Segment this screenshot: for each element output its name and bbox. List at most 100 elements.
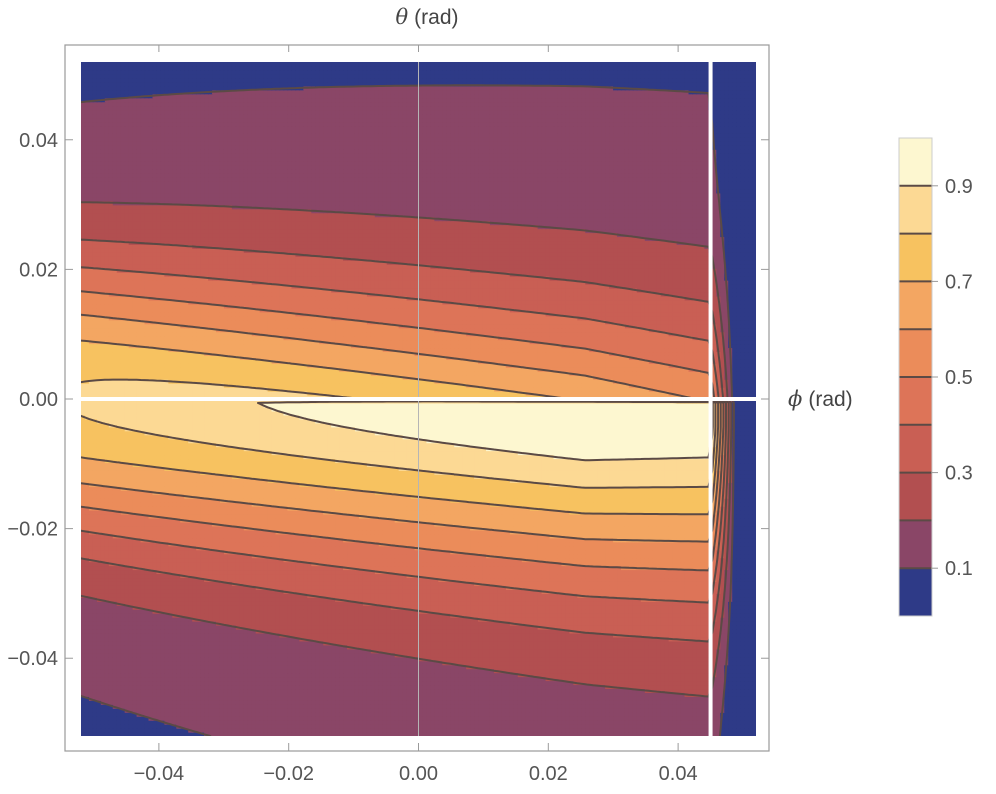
contour-cell xyxy=(168,657,173,662)
contour-cell xyxy=(180,688,185,693)
contour-cell xyxy=(712,728,717,733)
contour-cell xyxy=(498,661,503,666)
contour-cell xyxy=(208,680,213,685)
contour-cell xyxy=(696,633,701,638)
contour-cell xyxy=(498,633,503,638)
contour-cell xyxy=(589,700,594,705)
contour-cell xyxy=(550,692,555,697)
contour-cell xyxy=(561,708,566,713)
contour-cell xyxy=(534,645,539,650)
contour-cell xyxy=(486,677,491,682)
contour-cell xyxy=(577,732,582,737)
contour-cell xyxy=(307,665,312,670)
contour-cell xyxy=(93,645,98,650)
contour-cell xyxy=(303,657,308,662)
contour-cell xyxy=(470,732,475,737)
contour-cell xyxy=(184,637,189,642)
contour-cell xyxy=(474,637,479,642)
contour-cell xyxy=(121,641,126,646)
contour-cell xyxy=(486,684,491,689)
contour-cell xyxy=(220,708,225,713)
contour-cell xyxy=(141,653,146,658)
contour-cell xyxy=(526,716,531,721)
contour-cell xyxy=(657,677,662,682)
contour-cell xyxy=(617,669,622,674)
contour-cell xyxy=(621,712,626,717)
contour-cell xyxy=(589,673,594,678)
contour-cell xyxy=(284,724,289,729)
contour-cell xyxy=(180,669,185,674)
contour-cell xyxy=(546,720,551,725)
contour-cell xyxy=(85,712,90,717)
contour-cell xyxy=(716,688,721,693)
contour-cell xyxy=(554,724,559,729)
contour-cell xyxy=(371,720,376,725)
contour-cell xyxy=(284,645,289,650)
contour-cell xyxy=(692,680,697,685)
contour-cell xyxy=(716,673,721,678)
contour-cell xyxy=(188,704,193,709)
contour-cell xyxy=(168,649,173,654)
contour-cell xyxy=(152,696,157,701)
contour-cell xyxy=(673,661,678,666)
contour-cell xyxy=(518,677,523,682)
contour-cell xyxy=(315,680,320,685)
contour-cell xyxy=(498,680,503,685)
contour-cell xyxy=(240,673,245,678)
contour-cell xyxy=(434,677,439,682)
contour-cell xyxy=(204,641,209,646)
contour-cell xyxy=(629,700,634,705)
contour-cell xyxy=(426,708,431,713)
contour-cell xyxy=(609,669,614,674)
contour-cell xyxy=(605,712,610,717)
contour-cell xyxy=(601,688,606,693)
contour-cell xyxy=(184,649,189,654)
contour-cell xyxy=(363,712,368,717)
contour-cell xyxy=(466,649,471,654)
contour-cell xyxy=(236,716,241,721)
contour-cell xyxy=(605,637,610,642)
contour-cell xyxy=(232,684,237,689)
contour-cell xyxy=(411,641,416,646)
contour-cell xyxy=(240,712,245,717)
contour-cell xyxy=(510,684,515,689)
contour-cell xyxy=(653,700,658,705)
contour-cell xyxy=(422,669,427,674)
contour-cell xyxy=(152,633,157,638)
contour-cell xyxy=(494,665,499,670)
contour-cell xyxy=(561,649,566,654)
contour-cell xyxy=(164,684,169,689)
contour-cell xyxy=(641,716,646,721)
contour-cell xyxy=(430,712,435,717)
contour-cell xyxy=(724,708,729,713)
plot-area xyxy=(65,45,769,751)
contour-cell xyxy=(601,692,606,697)
contour-cell xyxy=(601,720,606,725)
contour-cell xyxy=(307,653,312,658)
contour-cell xyxy=(208,657,213,662)
contour-cell xyxy=(728,732,733,737)
contour-cell xyxy=(712,704,717,709)
contour-cell xyxy=(359,700,364,705)
contour-cell xyxy=(506,720,511,725)
contour-cell xyxy=(260,732,265,737)
contour-cell xyxy=(506,657,511,662)
contour-cell xyxy=(145,641,150,646)
contour-cell xyxy=(689,665,694,670)
contour-cell xyxy=(180,673,185,678)
contour-cell xyxy=(419,720,424,725)
contour-cell xyxy=(268,637,273,642)
contour-cell xyxy=(156,653,161,658)
contour-cell xyxy=(474,704,479,709)
contour-cell xyxy=(538,732,543,737)
contour-cell xyxy=(399,716,404,721)
contour-cell xyxy=(152,665,157,670)
contour-cell xyxy=(284,653,289,658)
contour-cell xyxy=(641,665,646,670)
contour-cell xyxy=(240,688,245,693)
contour-cell xyxy=(621,649,626,654)
contour-cell xyxy=(268,661,273,666)
contour-cell xyxy=(597,653,602,658)
contour-cell xyxy=(550,696,555,701)
contour-cell xyxy=(526,732,531,737)
